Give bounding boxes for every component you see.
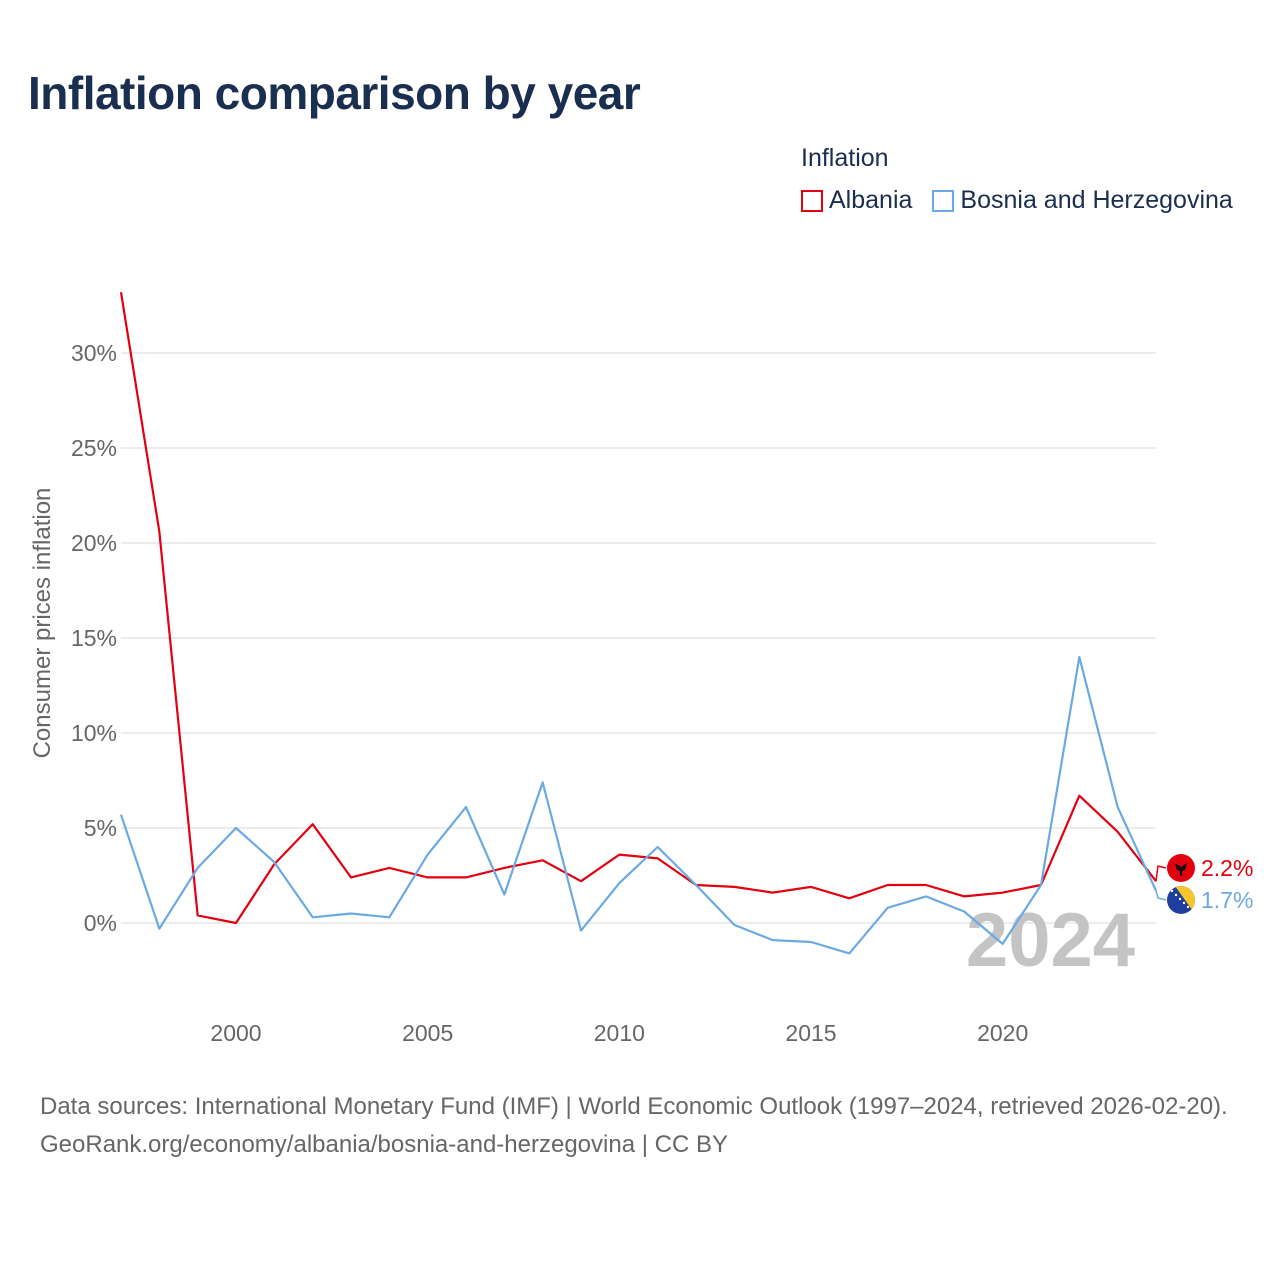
end-value-label: 1.7%	[1201, 887, 1253, 913]
data-source-note: Data sources: International Monetary Fun…	[40, 1093, 1228, 1120]
footer: Data sources: International Monetary Fun…	[40, 1088, 1250, 1164]
y-tick-label: 15%	[71, 625, 117, 651]
y-tick-label: 5%	[84, 815, 117, 841]
legend-swatch-albania	[801, 189, 823, 212]
attribution-link[interactable]: GeoRank.org/economy/albania/bosnia-and-h…	[40, 1131, 728, 1158]
y-tick-label: 25%	[71, 435, 117, 461]
series-line-albania[interactable]	[119, 292, 1157, 925]
x-tick-label: 2005	[402, 1020, 453, 1046]
legend-item-bosnia[interactable]: Bosnia and Herzegovina	[932, 186, 1233, 215]
bosnia-flag-icon	[1167, 886, 1195, 914]
x-tick-label: 2010	[594, 1020, 645, 1046]
x-tick-label: 2015	[785, 1020, 836, 1046]
end-label-connector	[1155, 890, 1167, 901]
y-tick-label: 30%	[71, 340, 117, 366]
legend: Albania Bosnia and Herzegovina	[801, 186, 1253, 215]
chart-area: 0% 5% 10% 15% 20% 25% 30% 2000 2005 2010 2015 2020…	[71, 292, 1253, 1046]
y-tick-label: 0%	[84, 910, 117, 936]
albania-flag-icon	[1167, 854, 1195, 882]
end-value-label: 2.2%	[1201, 855, 1253, 881]
x-tick-label: 2000	[210, 1020, 261, 1046]
series-line-bosnia[interactable]	[119, 655, 1157, 955]
y-tick-label: 20%	[71, 530, 117, 556]
chart-title: Inflation comparison by year	[28, 67, 641, 119]
x-tick-label: 2020	[977, 1020, 1028, 1046]
end-label-connector	[1155, 865, 1167, 882]
legend-item-albania[interactable]: Albania	[801, 186, 912, 215]
legend-title: Inflation	[801, 144, 889, 172]
y-tick-label: 10%	[71, 720, 117, 746]
legend-swatch-bosnia	[932, 189, 955, 212]
year-watermark: 2024	[966, 898, 1135, 983]
legend-label-bosnia: Bosnia and Herzegovina	[960, 186, 1233, 214]
legend-label-albania: Albania	[829, 186, 913, 214]
